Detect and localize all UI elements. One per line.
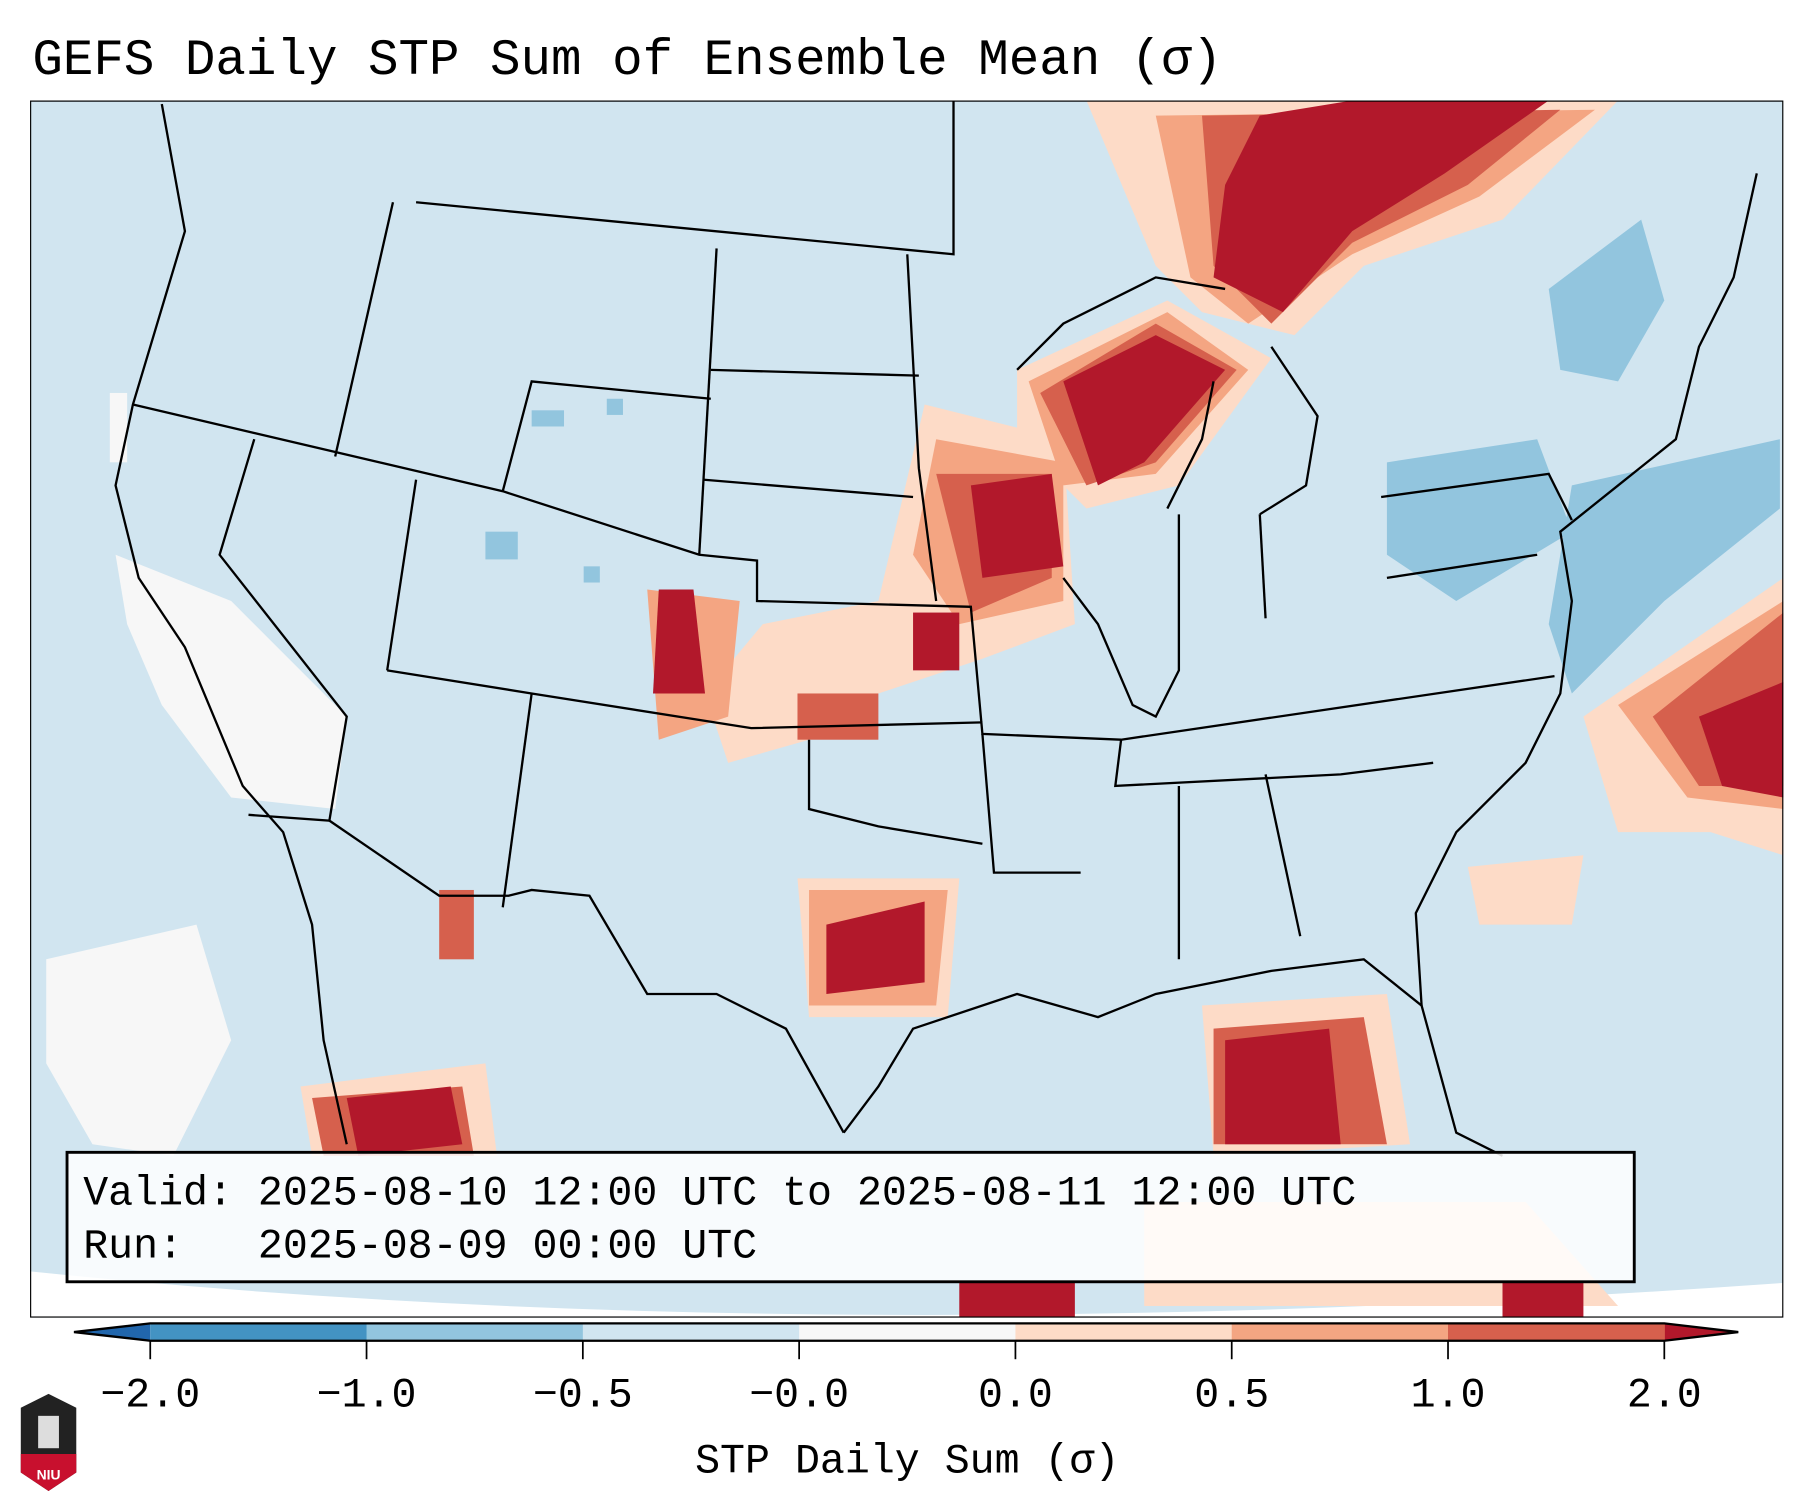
colorbar-segment — [799, 1323, 1017, 1341]
colorbar-tick-label: 0.5 — [1194, 1373, 1269, 1420]
projection-edge — [30, 1271, 1784, 1318]
colorbar-tick-label: 2.0 — [1627, 1373, 1702, 1420]
colorbar-tick-label: 0.0 — [978, 1373, 1053, 1420]
colorbar-tick-label: 1.0 — [1411, 1373, 1486, 1420]
run-time-text: Run: 2025-08-09 00:00 UTC — [83, 1224, 757, 1271]
colorbar-tick-label: −2.0 — [100, 1373, 200, 1420]
colorbar-extend-low — [73, 1323, 151, 1341]
colorbar-segment — [1231, 1323, 1449, 1341]
positive-regions-max — [346, 100, 1784, 1318]
colorbar: −2.0 −1.0 −0.5 −0.0 0.0 0.5 1.0 2.0 — [73, 1322, 1739, 1420]
niu-logo: NIU — [20, 1393, 77, 1491]
near-zero-regions — [46, 392, 347, 1156]
info-box: Valid: 2025-08-10 12:00 UTC to 2025-08-1… — [65, 1150, 1636, 1284]
colorbar-label: STP Daily Sum (σ) — [695, 1438, 1119, 1485]
colorbar-segment — [366, 1323, 584, 1341]
colorbar-tick-label: −0.0 — [749, 1373, 849, 1420]
coastlines-and-borders — [114, 100, 1758, 1157]
colorbar-extend-high — [1664, 1323, 1739, 1341]
valid-time-text: Valid: 2025-08-10 12:00 UTC to 2025-08-1… — [83, 1170, 1356, 1217]
negative-regions — [485, 219, 1780, 694]
map-panel: Valid: 2025-08-10 12:00 UTC to 2025-08-1… — [30, 100, 1784, 1318]
colorbar-segment — [582, 1323, 800, 1341]
colorbar-segment — [1448, 1323, 1665, 1341]
figure-title: GEFS Daily STP Sum of Ensemble Mean (σ) — [32, 33, 1222, 90]
colorbar-segment — [150, 1323, 368, 1341]
colorbar-segment — [1015, 1323, 1233, 1341]
colorbar-tick-label: −0.5 — [533, 1373, 633, 1420]
logo-text: NIU — [37, 1466, 61, 1482]
colorbar-tick-label: −1.0 — [317, 1373, 417, 1420]
